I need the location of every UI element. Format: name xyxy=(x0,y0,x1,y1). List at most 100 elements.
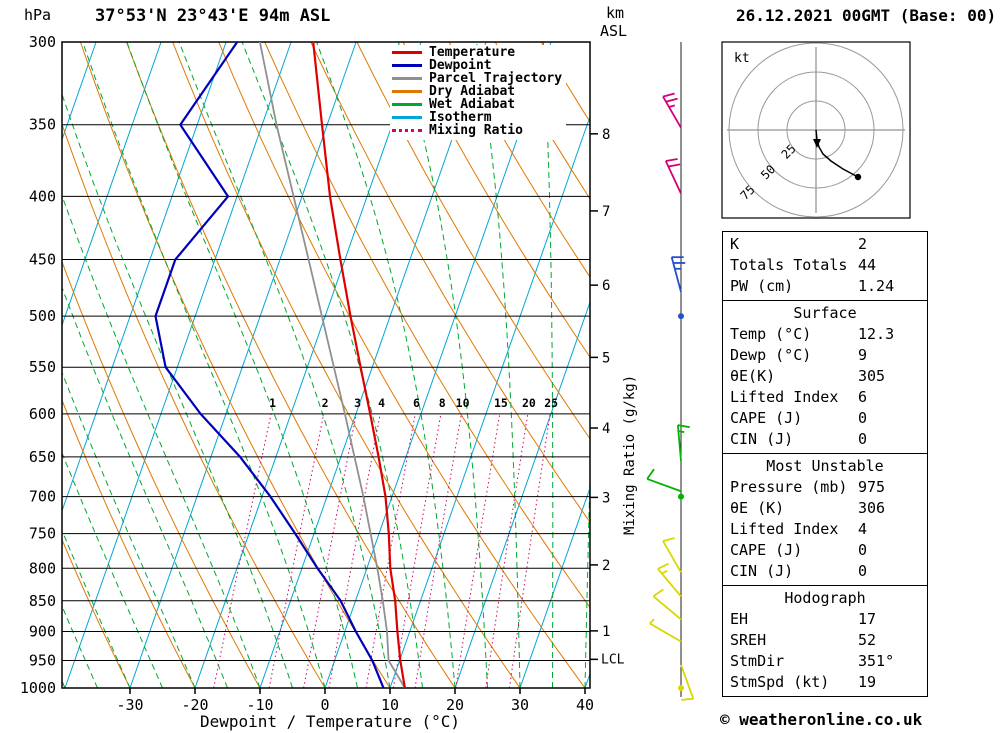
legend-label: Temperature xyxy=(429,45,516,60)
info-table-row-value: 4 xyxy=(858,520,868,538)
info-table-row-value: 9 xyxy=(858,346,868,364)
pressure-tick-label: 650 xyxy=(29,448,56,466)
mixing-ratio-axis-label: Mixing Ratio (g/kg) xyxy=(622,374,638,535)
wet-adiabat-line xyxy=(62,92,293,688)
legend-swatch xyxy=(392,129,422,132)
legend-item: Dry Adiabat xyxy=(392,84,562,99)
wind-barb xyxy=(676,424,690,462)
info-table-row: Lifted Index 6 xyxy=(723,387,927,408)
info-table-row-label: CAPE (J) xyxy=(730,409,803,427)
legend-swatch xyxy=(392,64,422,67)
wind-barb xyxy=(646,468,682,493)
info-table: Most Unstable Pressure (mb) 975 θE (K) 306 Li… xyxy=(722,453,928,586)
temp-tick-label: -10 xyxy=(246,696,273,714)
pressure-tick-label: 1000 xyxy=(20,679,56,697)
info-table-row-value: 351° xyxy=(858,652,895,670)
dry-adiabat-line xyxy=(402,42,590,358)
wind-barb xyxy=(680,664,695,701)
legend-label: Dry Adiabat xyxy=(429,84,516,99)
x-axis-label: Dewpoint / Temperature (°C) xyxy=(199,712,461,731)
pressure-tick-label: 400 xyxy=(29,187,56,205)
info-table-row-label: Dewp (°C) xyxy=(730,346,812,364)
run-datetime: 26.12.2021 00GMT (Base: 00) xyxy=(736,6,997,25)
lcl-label: LCL xyxy=(601,652,625,667)
isotherm-line xyxy=(129,42,357,688)
wind-station-dot xyxy=(678,493,684,500)
mixing-ratio-line xyxy=(508,413,551,688)
info-table-row-value: 2 xyxy=(858,235,868,253)
info-table-row-label: K xyxy=(730,235,740,253)
info-table-row: Dewp (°C) 9 xyxy=(723,345,927,366)
wet-adiabat-line xyxy=(178,42,391,688)
temperature-curve xyxy=(312,42,406,688)
mixing-ratio-label: 20 xyxy=(522,396,536,410)
info-table-row-label: CIN (J) xyxy=(730,430,794,448)
legend-swatch xyxy=(392,90,422,93)
legend-item: Wet Adiabat xyxy=(392,97,562,112)
info-table-header: Most Unstable xyxy=(766,457,884,475)
info-table-row-value: 975 xyxy=(858,478,886,496)
info-table-row-label: CAPE (J) xyxy=(730,541,803,559)
isotherm-line xyxy=(62,42,162,327)
wind-station-dot xyxy=(678,685,684,691)
km-tick-label: 5 xyxy=(602,350,610,366)
wind-barb xyxy=(657,562,682,597)
km-axis-unit: km xyxy=(606,4,625,22)
temp-tick-label: 40 xyxy=(576,696,594,714)
isotherm-line xyxy=(259,42,487,688)
info-table-row-label: SREH xyxy=(730,631,767,649)
info-table-row-value: 0 xyxy=(858,430,868,448)
mixing-ratio-line xyxy=(485,413,529,688)
info-table-row: CIN (J) 0 xyxy=(723,429,927,450)
info-table-row-value: 0 xyxy=(858,409,868,427)
legend-item: Isotherm xyxy=(392,110,562,125)
info-table-row-value: 305 xyxy=(858,367,886,385)
info-table-row: θE(K) 305 xyxy=(723,366,927,387)
axis-labels: 3003504004505005506006507007508008509009… xyxy=(20,33,625,714)
info-table-row-value: 1.24 xyxy=(858,277,895,295)
info-table-row-value: 0 xyxy=(858,541,868,559)
pressure-tick-label: 600 xyxy=(29,405,56,423)
info-table-row-label: PW (cm) xyxy=(730,277,794,295)
pressure-tick-label: 300 xyxy=(29,33,56,51)
km-tick-label: 8 xyxy=(602,127,610,143)
copyright-link[interactable]: © weatheronline.co.uk xyxy=(720,710,923,729)
mixing-ratio-line xyxy=(455,413,501,688)
mixing-ratio-label: 2 xyxy=(322,396,329,410)
plot-frame xyxy=(61,41,591,689)
mixing-ratio-label: 8 xyxy=(439,396,446,410)
info-table-row-label: Temp (°C) xyxy=(730,325,812,343)
info-table-row-value: 44 xyxy=(858,256,877,274)
pressure-tick-label: 500 xyxy=(29,307,56,325)
hodograph-ring xyxy=(786,100,846,160)
isotherm-line xyxy=(389,115,590,688)
station-title: 37°53'N 23°43'E 94m ASL xyxy=(95,6,331,26)
info-table-header: Surface xyxy=(793,304,857,322)
dry-adiabat-line xyxy=(448,42,590,278)
mixing-ratio-line xyxy=(392,413,442,688)
legend-item: Dewpoint xyxy=(392,58,562,73)
info-table-row: StmSpd (kt) 19 xyxy=(723,672,927,693)
mixing-ratio-label: 4 xyxy=(378,396,385,410)
wet-adiabat-line xyxy=(62,451,163,688)
wet-adiabat-line xyxy=(82,42,326,688)
km-tick-label: 1 xyxy=(602,624,610,640)
info-table-row-value: 6 xyxy=(858,388,868,406)
info-table-row: Lifted Index 4 xyxy=(723,519,927,540)
wind-barb xyxy=(670,256,686,293)
info-table-row: SREH 52 xyxy=(723,630,927,651)
pressure-tick-label: 950 xyxy=(29,651,56,669)
isotherm-line xyxy=(62,42,227,513)
legend-swatch xyxy=(392,77,422,80)
mixing-ratio-label: 6 xyxy=(413,396,420,410)
mixing-ratio-line xyxy=(414,413,462,688)
mixing-ratio-label: 10 xyxy=(456,396,470,410)
wind-barb xyxy=(664,158,682,195)
info-table-header: Hodograph xyxy=(784,589,866,607)
isotherm-line xyxy=(64,42,292,688)
info-tables: K 2 Totals Totals 44 PW (cm) 1.24 Surface Temp … xyxy=(722,231,928,697)
hodograph-ring xyxy=(757,71,875,189)
km-tick-label: 6 xyxy=(602,278,610,294)
